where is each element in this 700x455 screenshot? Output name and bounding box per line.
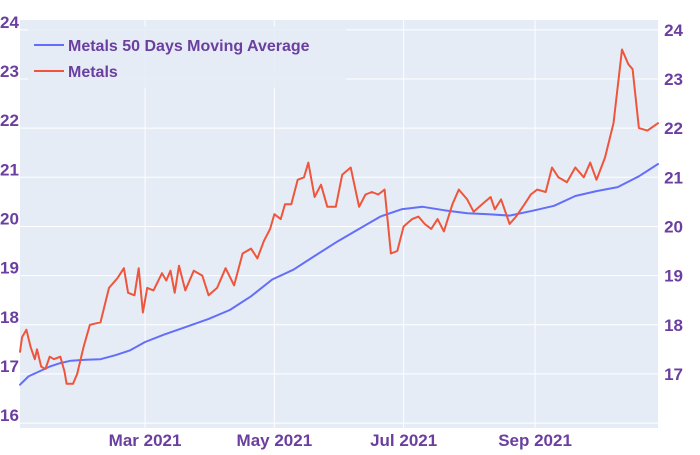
legend: Metals 50 Days Moving Average Metals xyxy=(28,26,346,88)
y-tick-label-right: 21 xyxy=(664,168,683,187)
axis-ticks: 16 17 18 19 20 21 22 23 24 17 18 19 20 21 22 23 24 Mar 20… xyxy=(0,13,684,450)
y-tick-label-left: 23 xyxy=(0,62,19,81)
y-tick-label-left: 16 xyxy=(0,406,19,425)
y-tick-label-left: 24 xyxy=(0,13,19,32)
series-lines xyxy=(19,48,659,386)
y-tick-label-left: 18 xyxy=(0,308,19,327)
y-tick-label-left: 21 xyxy=(0,160,19,179)
x-tick-label: Sep 2021 xyxy=(498,431,572,450)
y-tick-label-right: 17 xyxy=(664,365,683,384)
y-tick-label-right: 23 xyxy=(664,70,683,89)
y-tick-label-left: 20 xyxy=(0,209,19,228)
y-tick-label-right: 22 xyxy=(664,119,683,138)
legend-box xyxy=(28,26,346,88)
y-tick-label-right: 24 xyxy=(664,21,683,40)
y-tick-label-left: 19 xyxy=(0,259,19,278)
x-tick-label: Jul 2021 xyxy=(370,431,437,450)
legend-label-moving-average: Metals 50 Days Moving Average xyxy=(68,38,310,55)
series-line-metals xyxy=(19,48,659,385)
y-tick-label-right: 19 xyxy=(664,267,683,286)
legend-label-metals: Metals xyxy=(68,64,118,81)
y-tick-label-right: 20 xyxy=(664,217,683,236)
x-tick-label: May 2021 xyxy=(237,431,313,450)
y-tick-label-left: 17 xyxy=(0,357,19,376)
y-tick-label-right: 18 xyxy=(664,316,683,335)
y-tick-label-left: 22 xyxy=(0,111,19,130)
x-tick-label: Mar 2021 xyxy=(109,431,182,450)
